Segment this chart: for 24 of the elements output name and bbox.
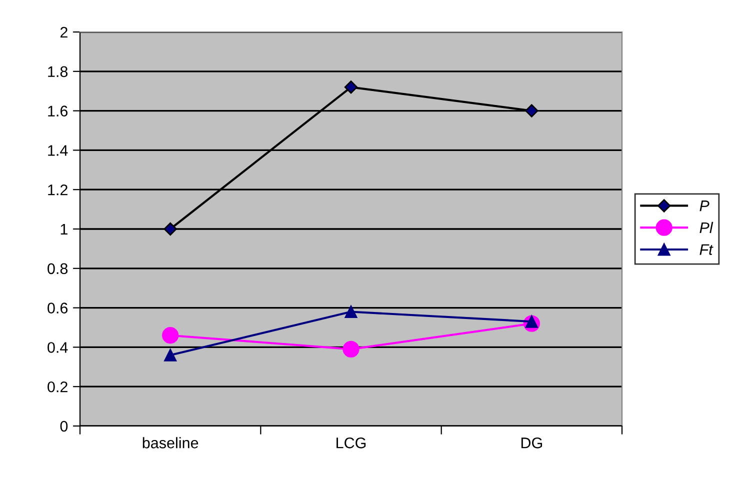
y-tick-label: 0.4	[48, 342, 68, 353]
x-tick-label: DG	[521, 438, 542, 448]
y-tick-label: 0.6	[48, 302, 68, 314]
legend-label: P	[700, 200, 710, 212]
legend-label: Ft	[700, 244, 714, 255]
y-tick-label: 1.8	[48, 66, 68, 78]
y-tick-label: 0	[60, 420, 68, 432]
point	[164, 222, 177, 236]
y-tick-label: 1.2	[48, 184, 68, 196]
x-tick-label: LCG	[336, 438, 366, 448]
point	[162, 327, 179, 344]
point	[344, 305, 358, 318]
y-tick-label: 1.4	[48, 145, 68, 156]
y-tick-label: 1	[60, 224, 68, 235]
y-tick-label: 0.2	[48, 381, 68, 392]
y-tick-label: 1.6	[48, 106, 68, 116]
x-tick-label: baseline	[142, 437, 198, 448]
point	[342, 340, 360, 358]
point	[525, 104, 538, 118]
point	[164, 348, 177, 362]
legend-label: Pl	[700, 222, 714, 233]
y-tick-label: 0.8	[48, 263, 68, 274]
point	[344, 80, 358, 94]
y-tick-label: 2	[60, 26, 68, 38]
